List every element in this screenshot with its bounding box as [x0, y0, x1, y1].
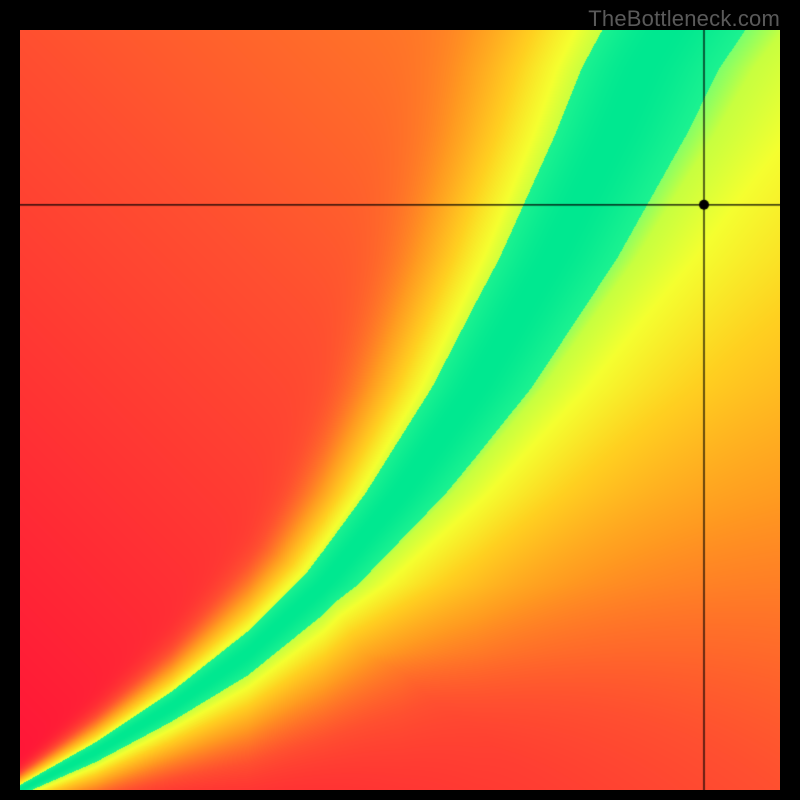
watermark-text: TheBottleneck.com — [588, 6, 780, 32]
bottleneck-heatmap — [20, 30, 780, 790]
